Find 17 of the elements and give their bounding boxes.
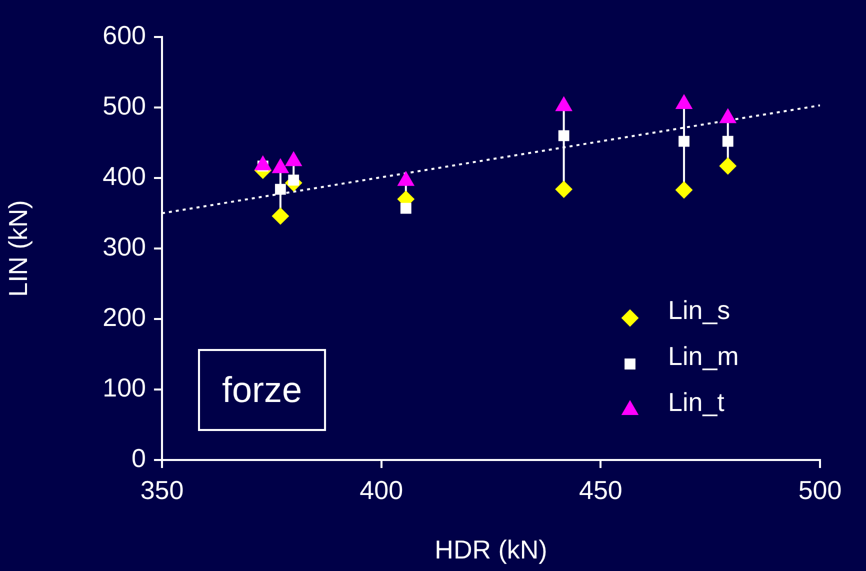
y-tick-label: 200	[102, 302, 146, 332]
y-tick-label: 100	[102, 372, 146, 403]
y-tick-label: 600	[102, 20, 146, 50]
x-tick-label: 500	[798, 474, 842, 505]
annotation: forze	[222, 368, 302, 410]
y-tick-label: 300	[102, 232, 146, 262]
y-tick-label: 400	[102, 161, 146, 192]
legend-label: Lin_t	[668, 387, 726, 418]
x-tick-label: 350	[140, 474, 184, 505]
x-tick-label: 450	[578, 474, 622, 505]
legend-label: Lin_m	[668, 341, 739, 372]
legend-label: Lin_s	[668, 295, 730, 326]
y-axis-title: LIN (kN)	[2, 200, 33, 297]
y-tick-label: 0	[132, 443, 146, 474]
x-tick-label: 400	[360, 474, 404, 505]
x-axis-title: HDR (kN)	[434, 534, 548, 565]
y-tick-label: 500	[102, 90, 146, 121]
